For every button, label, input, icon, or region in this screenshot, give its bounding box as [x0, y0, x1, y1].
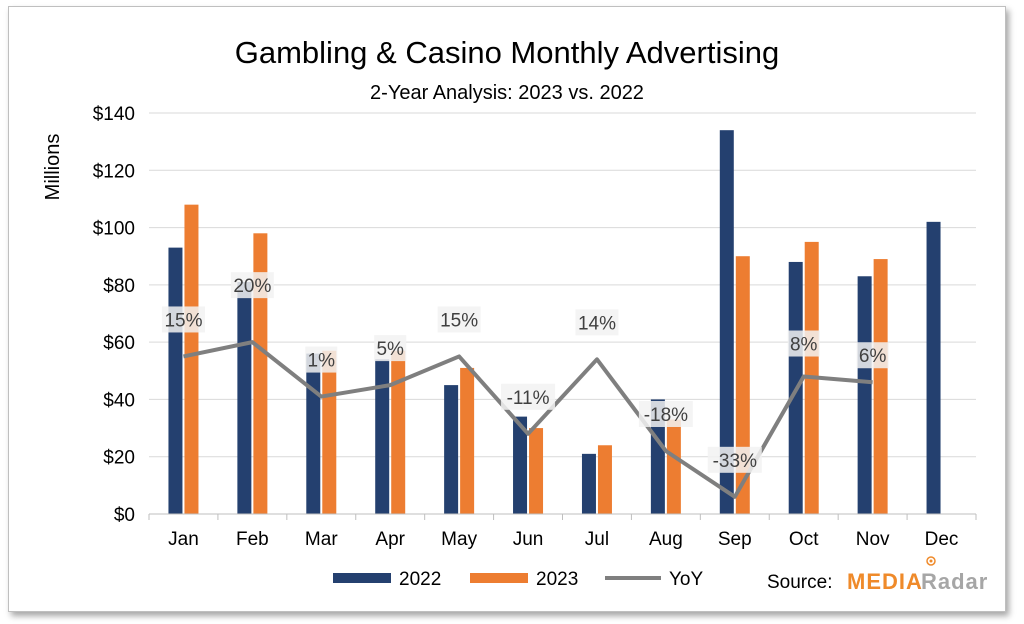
bar-2023: [597, 445, 612, 514]
y-axis-label: Millions: [42, 134, 64, 201]
x-tick-label: Jun: [513, 529, 544, 550]
x-tick-label: Sep: [718, 529, 752, 550]
x-tick-label: May: [441, 529, 477, 550]
yoy-labels: 15% 20% 1% 5% 15% -11% 14% -18% -33% 8% 6%: [161, 272, 889, 473]
y-tick-label: $0: [114, 505, 135, 526]
yoy-data-label: 6%: [859, 346, 887, 367]
source-credit: Source: MEDIA Radar: [767, 556, 988, 594]
yoy-label-box: [575, 309, 619, 336]
y-tick-label: $80: [103, 276, 135, 297]
y-tick-label: $40: [103, 390, 135, 411]
bar-2022: [306, 353, 321, 514]
bar-2022: [444, 385, 459, 514]
x-tick-label: Apr: [375, 529, 405, 550]
bar-2022: [375, 359, 390, 514]
bar-2022: [650, 399, 665, 514]
bar-2023: [322, 350, 337, 514]
bar-2022: [926, 221, 941, 515]
bar-2023: [873, 259, 888, 514]
yoy-data-label: 20%: [233, 276, 271, 297]
y-tick-label: $100: [93, 219, 135, 240]
yoy-data-label: 8%: [790, 335, 818, 356]
yoy-data-label: 15%: [440, 310, 478, 331]
brand-logo-media: MEDIA: [847, 569, 923, 594]
x-tick-label: Nov: [856, 529, 890, 550]
bar-2023: [391, 350, 406, 514]
gridlines: [149, 112, 976, 515]
yoy-data-label: 14%: [578, 313, 616, 334]
axes: $0 $20 $40 $60 $80 $100 $120 $140 Jan Feb Mar Apr Ma…: [93, 104, 977, 550]
bar-2022: [857, 276, 872, 514]
yoy-data-label: 1%: [308, 351, 336, 372]
yoy-data-label: -18%: [644, 405, 688, 426]
y-tick-label: $60: [103, 333, 135, 354]
yoy-label-box: [787, 330, 820, 357]
yoy-line: [183, 340, 873, 499]
bar-2023: [529, 428, 544, 514]
bar-2022: [168, 247, 183, 514]
bar-2022: [581, 453, 596, 514]
yoy-label-box: [501, 383, 556, 410]
yoy-data-label: -33%: [713, 451, 757, 472]
chart-subtitle: 2-Year Analysis: 2023 vs. 2022: [370, 82, 644, 104]
yoy-label-box: [161, 306, 205, 333]
bar-2023: [253, 233, 268, 515]
yoy-data-label: -11%: [507, 388, 550, 409]
source-label: Source:: [767, 572, 832, 593]
bar-2022: [513, 416, 528, 514]
legend-label-2022: 2022: [399, 569, 441, 590]
yoy-data-label: 15%: [164, 310, 202, 331]
bar-2022: [719, 130, 734, 514]
brand-logo-radar: Radar: [921, 569, 988, 594]
x-tick-label: Oct: [789, 529, 819, 550]
yoy-label-box: [230, 272, 274, 299]
x-tick-label: Jul: [585, 529, 609, 550]
bar-2023: [666, 419, 681, 514]
yoy-label-box: [856, 342, 889, 369]
yoy-label-box: [638, 400, 693, 427]
legend-label-2023: 2023: [536, 569, 578, 590]
y-tick-label: $120: [93, 161, 135, 182]
chart-frame: 15% 20% 1% 5% 15% -11% 14% -18% -33% 8% 6% $0 $20 $4…: [8, 6, 1006, 612]
bar-2023: [184, 204, 199, 514]
y-tick-label: $20: [103, 448, 135, 469]
x-tick-label: Feb: [236, 529, 269, 550]
legend-swatch-2023: [470, 573, 528, 583]
yoy-label-box: [437, 306, 481, 333]
bar-2023: [460, 367, 475, 514]
y-tick-label: $140: [93, 104, 135, 125]
bar-2022: [237, 281, 252, 514]
x-tick-label: Mar: [305, 529, 338, 550]
yoy-data-label: 5%: [376, 339, 404, 360]
legend: 2022 2023 YoY: [333, 569, 703, 590]
chart-canvas: 15% 20% 1% 5% 15% -11% 14% -18% -33% 8% 6% $0 $20 $4…: [42, 35, 988, 594]
legend-label-yoy: YoY: [669, 569, 703, 590]
x-tick-label: Jan: [168, 529, 199, 550]
legend-swatch-2022: [333, 573, 391, 583]
radar-logo-icon: [926, 556, 936, 566]
x-tick-label: Dec: [925, 529, 959, 550]
chart-title: Gambling & Casino Monthly Advertising: [235, 35, 779, 70]
yoy-label-box: [305, 346, 338, 373]
yoy-label-box: [707, 446, 762, 473]
yoy-label-box: [374, 335, 407, 362]
yoy-line-layer: [183, 340, 873, 499]
x-tick-label: Aug: [649, 529, 683, 550]
